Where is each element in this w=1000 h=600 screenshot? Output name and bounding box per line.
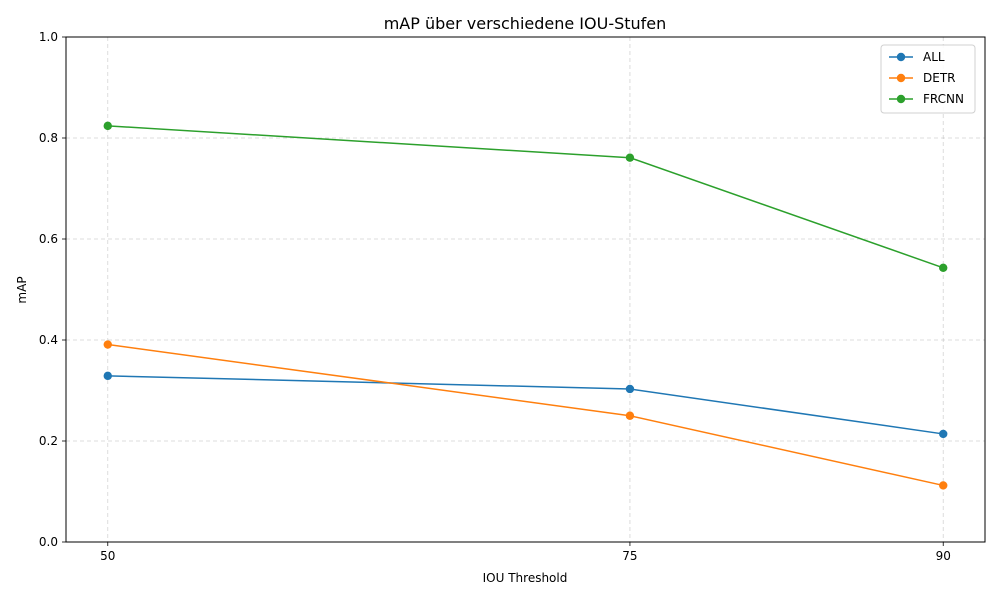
y-axis-label: mAP [15,276,29,303]
legend-marker-detr [896,73,906,83]
data-point-frcnn [939,263,948,272]
data-point-frcnn [625,153,635,162]
data-point-all [103,371,112,381]
y-tick-label: 0.0 [39,535,58,549]
legend-marker-all [896,52,906,62]
legend-label-frcnn: FRCNN [923,92,964,106]
y-tick-label: 1.0 [39,30,58,44]
data-point-detr [103,340,112,349]
y-tick-label: 0.8 [39,131,58,145]
legend-label-all: ALL [923,50,945,64]
plot-frame [65,36,986,543]
data-point-all [939,429,948,439]
y-tick-label: 0.4 [39,333,58,347]
series-layer [103,121,948,490]
data-point-all [625,384,635,394]
legend-marker-frcnn [896,94,906,104]
data-point-detr [939,481,948,490]
legend-box [880,44,976,114]
x-axis-label: IOU Threshold [483,571,568,585]
data-point-detr [625,411,635,420]
ticks-layer: 50 75 90 0.0 0.2 0.4 0.6 0.8 1.0 [39,30,951,563]
legend: ALL DETR FRCNN [880,44,976,114]
legend-label-detr: DETR [923,71,956,85]
x-tick-label: 90 [936,549,951,563]
data-point-frcnn [103,121,112,131]
axes-layer [65,36,986,543]
x-tick-label: 75 [622,549,637,563]
chart-title: mAP über verschiedene IOU-Stufen [384,14,667,33]
y-tick-label: 0.2 [39,434,58,448]
x-tick-label: 50 [100,549,115,563]
y-tick-label: 0.6 [39,232,58,246]
